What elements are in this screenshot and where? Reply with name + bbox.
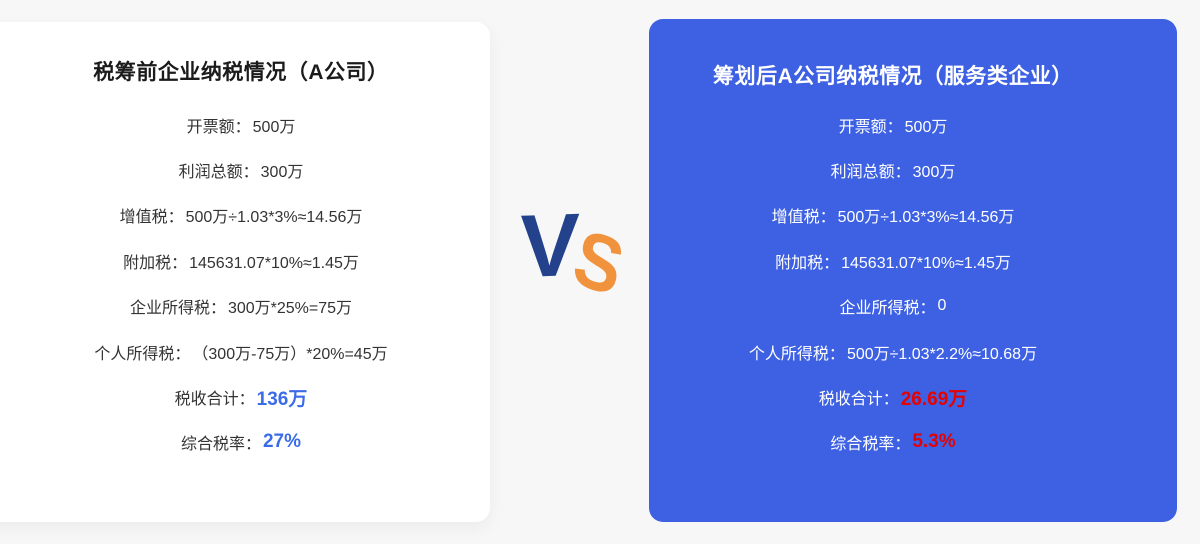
post-planning-rows: 开票额： 500万 利润总额： 300万 增值税： 500万÷1.03*3%≈14.5… [649,102,1137,465]
tax-row-label: 个人所得税： [94,345,191,363]
tax-row-value: 500万÷1.03*3%≈14.56万 [837,209,1015,227]
tax-row-label: 增值税： [771,209,836,227]
tax-row-label: 个人所得税： [748,345,845,363]
pre-planning-card-title: 税筹前企业纳税情况（A公司） [93,61,389,84]
tax-row-label: 附加税： [123,254,188,272]
tax-row-value: 500万÷1.03*3%≈14.56万 [185,209,363,227]
pre-planning-rows: 开票额： 500万 利润总额： 300万 增值税： 500万÷1.03*3%≈14.5… [0,102,490,465]
tax-row: 利润总额： 300万 [0,147,490,192]
tax-row-value: 500万 [252,118,296,136]
tax-row-label: 综合税率： [830,436,911,454]
tax-row-label: 税收合计： [818,391,899,409]
tax-row-value: 500万÷1.03*2.2%≈10.68万 [846,345,1038,363]
tax-row-label: 利润总额： [178,164,259,182]
tax-row-value: 145631.07*10%≈1.45万 [841,254,1011,272]
post-planning-card: 筹划后A公司纳税情况（服务类企业） 开票额： 500万 利润总额： 300万 增值税… [649,19,1177,522]
tax-row-value: 26.69万 [900,388,968,410]
tax-row: 个人所得税： 500万÷1.03*2.2%≈10.68万 [649,329,1137,374]
tax-row-label: 企业所得税： [839,300,936,318]
tax-row-label: 综合税率： [180,436,261,454]
tax-row-value: （300万-75万）*20%=45万 [192,345,388,363]
tax-row: 增值税： 500万÷1.03*3%≈14.56万 [649,193,1137,238]
tax-row-label: 附加税： [775,254,840,272]
tax-row: 税收合计： 136万 [0,374,490,419]
tax-row: 个人所得税： （300万-75万）*20%=45万 [0,329,490,374]
tax-row-label: 开票额： [186,118,251,136]
tax-row-value: 300万*25%=75万 [227,300,353,318]
tax-row-value: 5.3% [912,431,956,453]
tax-row: 增值税： 500万÷1.03*3%≈14.56万 [0,193,490,238]
tax-row: 利润总额： 300万 [649,147,1137,192]
tax-row-label: 税收合计： [174,391,255,409]
tax-row-value: 500万 [904,118,948,136]
tax-row: 附加税： 145631.07*10%≈1.45万 [649,238,1137,283]
tax-row: 企业所得税： 300万*25%=75万 [0,284,490,329]
tax-row: 综合税率： 5.3% [649,420,1137,465]
tax-row-value: 300万 [912,164,956,182]
tax-row-value: 136万 [256,388,308,410]
tax-row-label: 增值税： [119,209,184,227]
tax-row-value: 27% [262,431,302,453]
tax-row-value: 145631.07*10%≈1.45万 [189,254,359,272]
tax-row-label: 利润总额： [830,164,911,182]
post-planning-card-title: 筹划后A公司纳税情况（服务类企业） [713,65,1073,88]
tax-row-label: 开票额： [838,118,903,136]
tax-row-value: 0 [937,297,947,315]
tax-row: 企业所得税： 0 [649,284,1137,329]
pre-planning-card: 税筹前企业纳税情况（A公司） 开票额： 500万 利润总额： 300万 增值税： 50… [0,22,490,522]
tax-row: 附加税： 145631.07*10%≈1.45万 [0,238,490,283]
tax-row: 开票额： 500万 [649,102,1137,147]
tax-row-value: 300万 [260,164,304,182]
tax-row: 综合税率： 27% [0,420,490,465]
tax-row-label: 企业所得税： [129,300,226,318]
tax-row: 开票额： 500万 [0,102,490,147]
tax-row: 税收合计： 26.69万 [649,374,1137,419]
